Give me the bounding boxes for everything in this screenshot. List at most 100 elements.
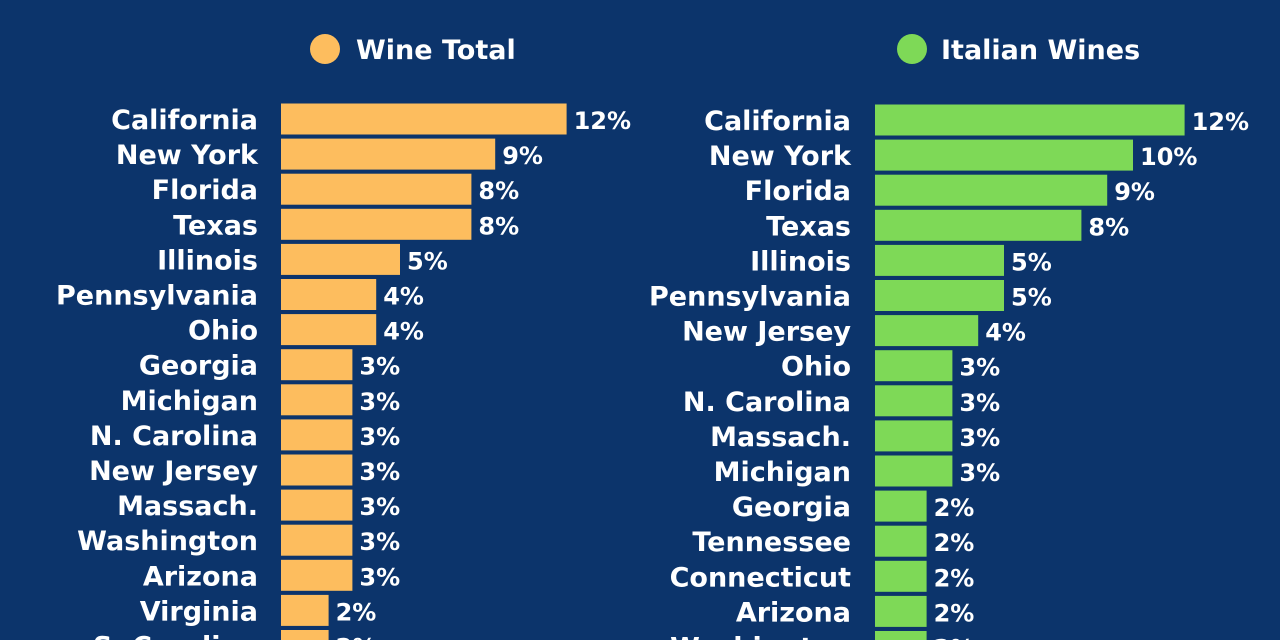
italian-wines-legend-marker [897,34,927,64]
wine-total-massach-label: Massach. [117,491,258,522]
italian-wines-n-carolina-value: 3% [959,389,1000,417]
wine-total-washington-label: Washington [77,526,258,557]
wine-total-new-jersey-bar [281,454,353,486]
wine-total-illinois-value: 5% [407,247,448,275]
italian-wines-texas-bar [875,209,1082,241]
italian-wines-georgia-bar [875,490,927,522]
italian-wines-legend-label: Italian Wines [941,35,1140,66]
wine-total-georgia-bar [281,349,353,381]
wine-total-florida-label: Florida [152,175,258,206]
italian-wines-new-jersey-bar [875,315,979,347]
italian-wines-connecticut-label: Connecticut [670,562,852,593]
wine-total-illinois-label: Illinois [157,245,258,276]
wine-total-s-carolina-label: S. Carolina [93,632,258,640]
wine-total-california-label: California [111,105,258,136]
wine-total-michigan-value: 3% [359,388,400,416]
italian-wines-illinois-value: 5% [1011,248,1052,276]
wine-total-n-carolina-bar [281,419,353,451]
wine-total-massach-value: 3% [359,493,400,521]
italian-wines-ohio-value: 3% [959,354,1000,382]
wine-total-n-carolina-value: 3% [359,423,400,451]
wine-total-arizona-bar [281,559,353,591]
italian-wines-california-value: 12% [1192,108,1249,136]
italian-wines-illinois-bar [875,244,1004,276]
wine-total-pennsylvania-value: 4% [383,283,424,311]
wine-total-texas-value: 8% [478,212,519,240]
wine-total-arizona-value: 3% [359,563,400,591]
italian-wines-california-label: California [704,106,851,137]
italian-wines-pennsylvania-value: 5% [1011,284,1052,312]
italian-wines-tennessee-value: 2% [934,529,975,557]
italian-wines-georgia-label: Georgia [732,492,851,523]
wine-total-florida-value: 8% [478,177,519,205]
wine-total-s-carolina-bar [281,630,329,640]
italian-wines-connecticut-value: 2% [934,564,975,592]
italian-wines-new-jersey-label: New Jersey [682,317,851,348]
wine-total-michigan-bar [281,384,353,416]
italian-wines-new-york-bar [875,139,1133,171]
italian-wines-pennsylvania-label: Pennsylvania [649,282,851,313]
wine-total-pennsylvania-bar [281,279,377,310]
wine-total-pennsylvania-label: Pennsylvania [56,281,258,312]
italian-wines-arizona-value: 2% [934,599,975,627]
wine-total-new-york-label: New York [116,140,259,171]
wine-total-georgia-value: 3% [359,353,400,381]
wine-total-washington-value: 3% [359,528,400,556]
wine-total-n-carolina-label: N. Carolina [90,421,258,452]
wine-total-new-york-bar [281,138,496,170]
italian-wines-massach-bar [875,420,953,452]
italian-wines-ohio-bar [875,350,953,382]
wine-total-ohio-bar [281,314,377,346]
italian-wines-new-york-label: New York [709,141,852,172]
italian-wines-new-york-value: 10% [1140,143,1197,171]
italian-wines-new-jersey-value: 4% [985,319,1026,347]
wine-total-new-jersey-value: 3% [359,458,400,486]
italian-wines-tennessee-label: Tennessee [692,527,851,558]
wine-total-arizona-label: Arizona [143,561,258,592]
italian-wines-n-carolina-label: N. Carolina [683,387,851,418]
italian-wines-n-carolina-bar [875,385,953,417]
wine-total-virginia-bar [281,594,329,626]
italian-wines-illinois-label: Illinois [750,246,851,277]
wine-total-new-jersey-label: New Jersey [89,456,258,487]
wine-total-michigan-label: Michigan [121,386,258,417]
wine-total-washington-bar [281,524,353,556]
wine-total-legend-marker [310,34,340,64]
italian-wines-florida-label: Florida [745,176,851,207]
wine-total-ohio-label: Ohio [188,316,258,347]
italian-wines-arizona-label: Arizona [736,597,851,628]
wine-total-massach-bar [281,489,353,521]
italian-wines-florida-bar [875,174,1108,206]
italian-wines-washington-value: 2% [934,635,975,640]
wine-total-illinois-bar [281,243,400,275]
wine-total-florida-bar [281,173,472,205]
italian-wines-michigan-bar [875,455,953,487]
italian-wines-texas-value: 8% [1088,213,1129,241]
italian-wines-ohio-label: Ohio [781,352,851,383]
italian-wines-tennessee-bar [875,525,927,557]
italian-wines-michigan-label: Michigan [714,457,851,488]
italian-wines-connecticut-bar [875,560,927,592]
wine-total-virginia-value: 2% [336,598,377,626]
wine-total-new-york-value: 9% [502,142,543,170]
wine-total-virginia-label: Virginia [140,596,258,627]
wine-total-ohio-value: 4% [383,318,424,346]
wine-total-legend-label: Wine Total [356,35,516,66]
wine-total-texas-label: Texas [173,210,258,241]
italian-wines-massach-value: 3% [959,424,1000,452]
wine-total-s-carolina-value: 2% [336,634,377,640]
wine-total-texas-bar [281,208,472,240]
italian-wines-texas-label: Texas [766,211,851,242]
wine-total-georgia-label: Georgia [139,351,258,382]
italian-wines-washington-label: Washington [670,633,851,640]
wine-total-california-value: 12% [574,107,631,135]
italian-wines-washington-bar [875,631,927,640]
italian-wines-massach-label: Massach. [710,422,851,453]
italian-wines-arizona-bar [875,595,927,627]
italian-wines-michigan-value: 3% [959,459,1000,487]
wine-total-california-bar [281,103,567,135]
italian-wines-florida-value: 9% [1114,178,1155,206]
italian-wines-california-bar [875,104,1185,136]
